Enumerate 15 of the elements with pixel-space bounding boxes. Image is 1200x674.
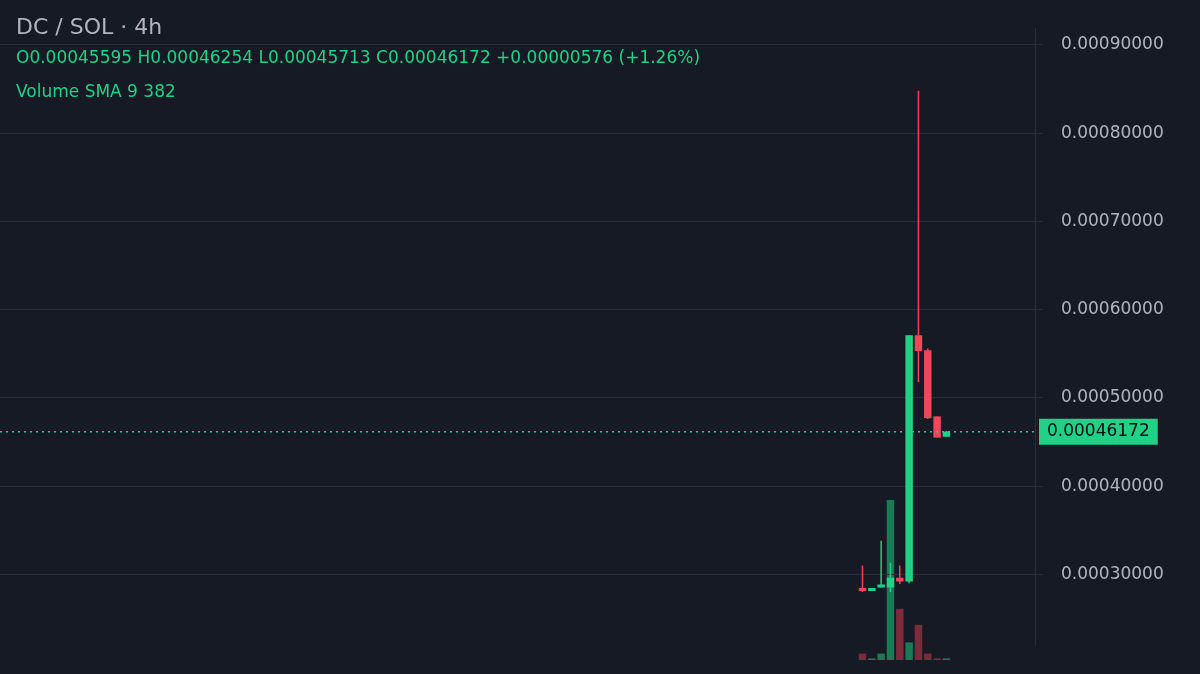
y-tick-label: 0.00070000 bbox=[1061, 209, 1164, 230]
y-tick-label: 0.00040000 bbox=[1061, 474, 1164, 495]
ref-line-label: 0.00046172 bbox=[1047, 420, 1150, 441]
y-tick-label: 0.00050000 bbox=[1061, 386, 1164, 407]
chart-title: DC / SOL · 4h bbox=[16, 14, 164, 39]
bar bbox=[905, 642, 913, 660]
y-tick-label: 0.00060000 bbox=[1061, 298, 1164, 319]
bar bbox=[896, 608, 904, 660]
annotation: O0.00045595 H0.00046254 L0.00045713 C0.00046172 +0.00000576 (+1.26%) bbox=[16, 47, 701, 67]
bar bbox=[914, 624, 923, 660]
annotation: Volume SMA 9 382 bbox=[16, 81, 177, 101]
y-tick-label: 0.00080000 bbox=[1061, 121, 1164, 142]
y-tick-label: 0.00030000 bbox=[1061, 562, 1164, 583]
bar bbox=[886, 500, 895, 660]
y-tick-label: 0.00090000 bbox=[1061, 33, 1164, 54]
